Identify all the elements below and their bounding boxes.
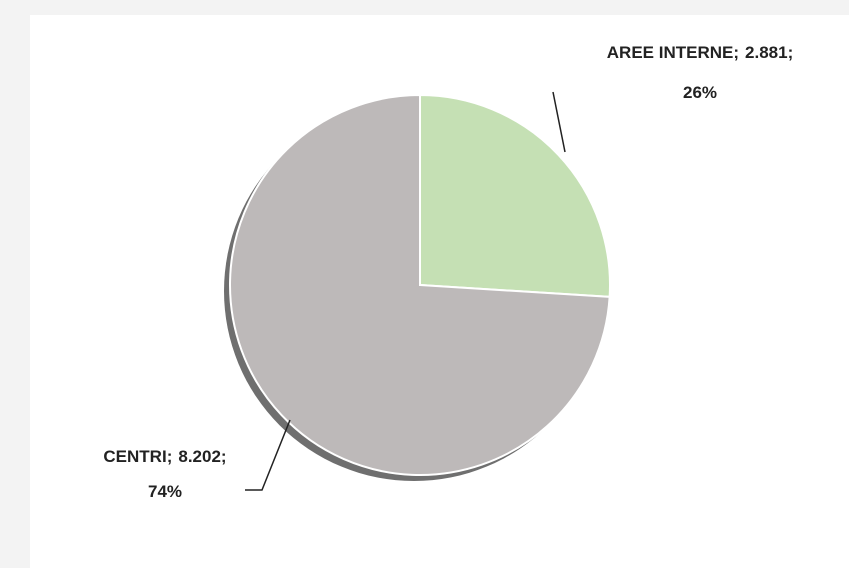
label-category: AREE INTERNE xyxy=(607,43,734,62)
label-percent: 74% xyxy=(148,482,182,501)
label-percent: 26% xyxy=(683,83,717,102)
leader-line xyxy=(245,419,291,491)
labels: AREE INTERNE; 2.881;26%CENTRI; 8.202;74% xyxy=(103,43,793,501)
data-label: AREE INTERNE; 2.881; xyxy=(607,43,793,62)
label-separator: ; xyxy=(788,43,794,62)
label-separator: ; xyxy=(221,447,227,466)
label-separator: ; xyxy=(167,447,173,466)
label-value: 2.881 xyxy=(745,43,788,62)
leader-line xyxy=(552,91,566,153)
slices xyxy=(229,93,611,476)
pie-slice xyxy=(419,93,611,298)
data-label: CENTRI; 8.202; xyxy=(103,447,226,466)
label-category: CENTRI xyxy=(103,447,166,466)
pie-slice xyxy=(229,93,611,476)
label-separator: ; xyxy=(733,43,739,62)
label-value: 8.202 xyxy=(178,447,221,466)
